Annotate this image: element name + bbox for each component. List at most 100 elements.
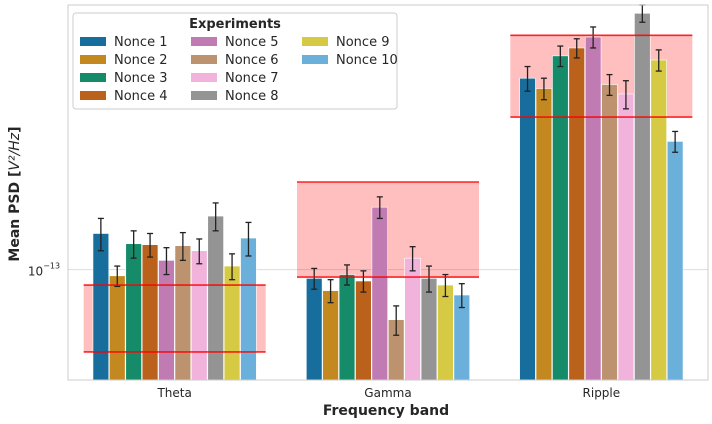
legend-entry-nonce-10: Nonce 10 (302, 53, 398, 68)
bar-nonce-5-gamma (371, 206, 388, 381)
bar-nonce-3-ripple (552, 55, 569, 381)
error-bar-nonce-7-gamma (409, 246, 416, 272)
bar-nonce-8-gamma (420, 278, 438, 381)
error-bar-nonce-2-gamma (327, 279, 334, 304)
error-bar-nonce-4-theta (147, 232, 154, 258)
bar-nonce-9-ripple (650, 59, 667, 381)
error-bar-nonce-3-gamma (344, 264, 350, 286)
legend-label: Nonce 7 (225, 71, 278, 86)
bar-nonce-6-theta (174, 245, 192, 381)
error-bar-nonce-5-ripple (590, 26, 597, 49)
legend-entry-nonce-8: Nonce 8 (191, 89, 278, 104)
legend-swatch (191, 91, 217, 100)
legend-title: Experiments (189, 17, 281, 32)
error-bar-nonce-10-gamma (458, 283, 465, 309)
bar-nonce-3-theta (125, 243, 142, 381)
error-bar-nonce-8-theta (212, 202, 219, 232)
y-tick-labels: 10−13 (28, 262, 60, 279)
bar-nonce-10-ripple (666, 141, 684, 381)
legend-label: Nonce 9 (336, 35, 389, 50)
legend-entry-nonce-7: Nonce 7 (191, 71, 278, 86)
bar-nonce-1-theta (92, 233, 110, 381)
x-tick-label-gamma: Gamma (364, 386, 411, 400)
x-tick-labels: Theta Gamma Ripple (156, 386, 620, 400)
error-bar-nonce-9-ripple (655, 49, 662, 72)
bar-layer (92, 13, 684, 381)
legend-entry-nonce-2: Nonce 2 (80, 53, 167, 68)
error-bar-nonce-7-ripple (622, 80, 629, 110)
error-bar-nonce-1-ripple (524, 65, 531, 92)
bar-nonce-8-ripple (634, 13, 651, 381)
bar-nonce-4-theta (141, 244, 159, 381)
y-tick-label: 10−13 (28, 262, 60, 279)
bar-nonce-4-gamma (355, 280, 372, 381)
legend-label: Nonce 4 (114, 89, 167, 104)
bar-nonce-10-theta (240, 237, 257, 381)
error-bar-nonce-4-gamma (360, 270, 367, 293)
bar-nonce-1-gamma (305, 278, 323, 381)
x-tick-label-theta: Theta (156, 386, 191, 400)
bar-nonce-4-ripple (568, 47, 585, 381)
bar-nonce-7-theta (191, 250, 208, 381)
legend: Experiments Nonce 1 Nonce 2 Nonce 3 Nonce 4… (72, 12, 398, 110)
bar-nonce-9-theta (223, 265, 241, 381)
legend-swatch (80, 37, 106, 46)
legend-entry-nonce-1: Nonce 1 (80, 35, 167, 50)
bar-nonce-2-theta (109, 275, 126, 381)
bar-nonce-6-ripple (601, 84, 618, 381)
legend-swatch (191, 73, 217, 82)
bar-nonce-7-ripple (617, 93, 635, 381)
error-bar-nonce-6-theta (179, 231, 186, 262)
legend-items: Nonce 1 Nonce 2 Nonce 3 Nonce 4 Nonce 5 Nonce… (80, 35, 398, 104)
legend-swatch (80, 55, 106, 64)
error-bar-layer (97, 4, 679, 336)
error-bar-nonce-2-theta (114, 265, 121, 288)
error-bar-nonce-3-theta (130, 230, 137, 259)
error-bar-nonce-7-theta (196, 238, 203, 265)
legend-swatch (302, 37, 328, 46)
legend-entry-nonce-4: Nonce 4 (80, 89, 167, 104)
error-bar-nonce-1-theta (97, 217, 104, 252)
x-tick-label-ripple: Ripple (583, 386, 621, 400)
legend-label: Nonce 5 (225, 35, 278, 50)
bar-nonce-5-ripple (584, 36, 602, 381)
x-axis-label: Frequency band (323, 403, 449, 419)
legend-label: Nonce 1 (114, 35, 167, 50)
error-bar-nonce-5-theta (163, 247, 170, 276)
error-bar-nonce-5-gamma (376, 196, 383, 220)
legend-label: Nonce 10 (336, 53, 398, 68)
bar-nonce-5-theta (158, 260, 175, 381)
bar-nonce-8-theta (207, 215, 224, 381)
legend-swatch (302, 55, 328, 64)
band-fill-gamma (297, 182, 479, 278)
legend-label: Nonce 8 (225, 89, 278, 104)
plot-frame (67, 4, 709, 381)
error-bar-nonce-8-gamma (426, 265, 432, 293)
band-line-layer (83, 34, 693, 353)
legend-entry-nonce-3: Nonce 3 (80, 71, 167, 86)
legend-swatch (80, 73, 106, 82)
legend-label: Nonce 2 (114, 53, 167, 68)
legend-swatch (80, 91, 106, 100)
error-bar-nonce-1-gamma (311, 267, 318, 290)
bar-nonce-1-ripple (519, 77, 536, 381)
bar-nonce-2-gamma (322, 290, 339, 381)
error-bar-nonce-6-gamma (393, 305, 400, 336)
legend-entry-nonce-6: Nonce 6 (191, 53, 278, 68)
error-bar-nonce-9-gamma (442, 273, 449, 298)
bar-nonce-3-gamma (338, 274, 356, 381)
bar-nonce-9-gamma (437, 284, 454, 381)
error-bar-nonce-2-ripple (540, 77, 547, 101)
error-bar-nonce-10-ripple (672, 130, 679, 153)
error-bar-nonce-10-theta (245, 221, 252, 257)
error-bar-nonce-9-theta (229, 253, 236, 281)
error-bar-nonce-6-ripple (606, 73, 613, 97)
legend-swatch (191, 37, 217, 46)
legend-swatch (191, 55, 217, 64)
error-bar-nonce-3-ripple (557, 45, 564, 68)
error-bar-nonce-4-ripple (573, 38, 580, 59)
y-axis-label: Mean PSD [V²/Hz] (7, 126, 23, 261)
legend-label: Nonce 3 (114, 71, 167, 86)
legend-entry-nonce-5: Nonce 5 (191, 35, 278, 50)
